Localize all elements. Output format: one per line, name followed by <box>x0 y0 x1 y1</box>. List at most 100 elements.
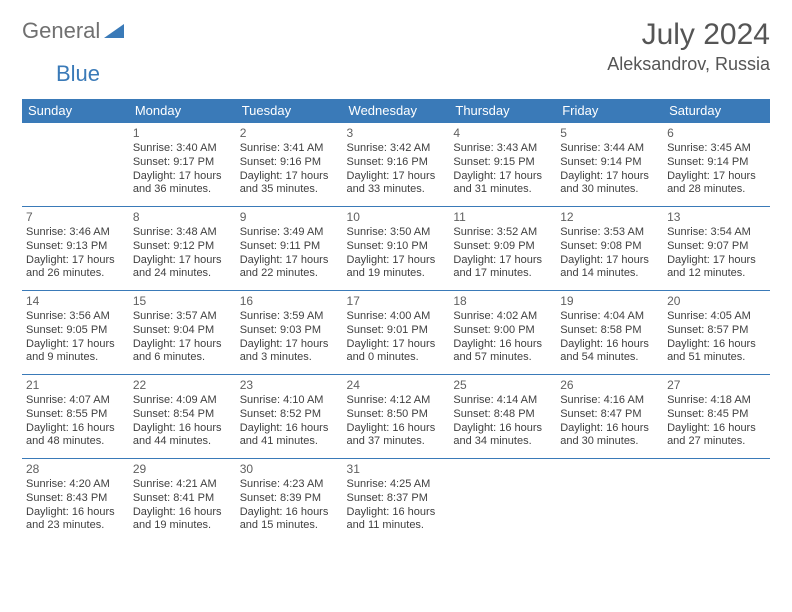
sunrise-line: Sunrise: 3:52 AM <box>453 226 552 240</box>
daylight-line: Daylight: 17 hours and 17 minutes. <box>453 254 552 282</box>
month-title: July 2024 <box>607 18 770 52</box>
calendar-cell: 27Sunrise: 4:18 AMSunset: 8:45 PMDayligh… <box>663 375 770 459</box>
sunset-line: Sunset: 8:57 PM <box>667 324 766 338</box>
calendar-cell: 13Sunrise: 3:54 AMSunset: 9:07 PMDayligh… <box>663 207 770 291</box>
calendar-cell: 30Sunrise: 4:23 AMSunset: 8:39 PMDayligh… <box>236 459 343 543</box>
daylight-line: Daylight: 17 hours and 28 minutes. <box>667 170 766 198</box>
sunrise-line: Sunrise: 3:56 AM <box>26 310 125 324</box>
sunrise-line: Sunrise: 3:46 AM <box>26 226 125 240</box>
logo: General <box>22 18 126 44</box>
daylight-line: Daylight: 16 hours and 23 minutes. <box>26 506 125 534</box>
sunrise-line: Sunrise: 3:40 AM <box>133 142 232 156</box>
day-number: 1 <box>133 126 232 141</box>
sunrise-line: Sunrise: 4:25 AM <box>347 478 446 492</box>
calendar-cell: 31Sunrise: 4:25 AMSunset: 8:37 PMDayligh… <box>343 459 450 543</box>
calendar-cell: 3Sunrise: 3:42 AMSunset: 9:16 PMDaylight… <box>343 123 450 207</box>
sunrise-line: Sunrise: 4:16 AM <box>560 394 659 408</box>
sunset-line: Sunset: 9:13 PM <box>26 240 125 254</box>
sunset-line: Sunset: 8:50 PM <box>347 408 446 422</box>
calendar-cell: 16Sunrise: 3:59 AMSunset: 9:03 PMDayligh… <box>236 291 343 375</box>
daylight-line: Daylight: 16 hours and 41 minutes. <box>240 422 339 450</box>
calendar-cell <box>22 123 129 207</box>
sunset-line: Sunset: 9:10 PM <box>347 240 446 254</box>
calendar-cell: 12Sunrise: 3:53 AMSunset: 9:08 PMDayligh… <box>556 207 663 291</box>
daylight-line: Daylight: 17 hours and 35 minutes. <box>240 170 339 198</box>
sunrise-line: Sunrise: 4:10 AM <box>240 394 339 408</box>
sunrise-line: Sunrise: 4:04 AM <box>560 310 659 324</box>
day-number: 27 <box>667 378 766 393</box>
sunset-line: Sunset: 9:09 PM <box>453 240 552 254</box>
day-number: 15 <box>133 294 232 309</box>
sunrise-line: Sunrise: 3:42 AM <box>347 142 446 156</box>
calendar-row: 21Sunrise: 4:07 AMSunset: 8:55 PMDayligh… <box>22 375 770 459</box>
calendar-cell: 29Sunrise: 4:21 AMSunset: 8:41 PMDayligh… <box>129 459 236 543</box>
sunset-line: Sunset: 9:14 PM <box>667 156 766 170</box>
day-number: 14 <box>26 294 125 309</box>
sunset-line: Sunset: 8:48 PM <box>453 408 552 422</box>
daylight-line: Daylight: 17 hours and 33 minutes. <box>347 170 446 198</box>
sunrise-line: Sunrise: 4:05 AM <box>667 310 766 324</box>
day-number: 19 <box>560 294 659 309</box>
daylight-line: Daylight: 16 hours and 51 minutes. <box>667 338 766 366</box>
sunrise-line: Sunrise: 4:20 AM <box>26 478 125 492</box>
sunset-line: Sunset: 9:11 PM <box>240 240 339 254</box>
day-number: 31 <box>347 462 446 477</box>
col-monday: Monday <box>129 99 236 123</box>
day-number: 24 <box>347 378 446 393</box>
calendar-cell: 1Sunrise: 3:40 AMSunset: 9:17 PMDaylight… <box>129 123 236 207</box>
day-number: 28 <box>26 462 125 477</box>
calendar-cell <box>556 459 663 543</box>
daylight-line: Daylight: 17 hours and 24 minutes. <box>133 254 232 282</box>
day-number: 5 <box>560 126 659 141</box>
daylight-line: Daylight: 16 hours and 19 minutes. <box>133 506 232 534</box>
sunset-line: Sunset: 8:54 PM <box>133 408 232 422</box>
sunset-line: Sunset: 8:43 PM <box>26 492 125 506</box>
sunset-line: Sunset: 9:04 PM <box>133 324 232 338</box>
day-number: 22 <box>133 378 232 393</box>
day-number: 17 <box>347 294 446 309</box>
logo-word1: General <box>22 18 100 44</box>
calendar-cell: 4Sunrise: 3:43 AMSunset: 9:15 PMDaylight… <box>449 123 556 207</box>
calendar-cell: 26Sunrise: 4:16 AMSunset: 8:47 PMDayligh… <box>556 375 663 459</box>
calendar-cell: 23Sunrise: 4:10 AMSunset: 8:52 PMDayligh… <box>236 375 343 459</box>
day-number: 3 <box>347 126 446 141</box>
calendar-cell: 17Sunrise: 4:00 AMSunset: 9:01 PMDayligh… <box>343 291 450 375</box>
calendar-cell: 22Sunrise: 4:09 AMSunset: 8:54 PMDayligh… <box>129 375 236 459</box>
calendar-cell: 9Sunrise: 3:49 AMSunset: 9:11 PMDaylight… <box>236 207 343 291</box>
sunrise-line: Sunrise: 3:41 AM <box>240 142 339 156</box>
calendar-cell: 28Sunrise: 4:20 AMSunset: 8:43 PMDayligh… <box>22 459 129 543</box>
calendar-cell: 8Sunrise: 3:48 AMSunset: 9:12 PMDaylight… <box>129 207 236 291</box>
calendar-row: 1Sunrise: 3:40 AMSunset: 9:17 PMDaylight… <box>22 123 770 207</box>
daylight-line: Daylight: 17 hours and 22 minutes. <box>240 254 339 282</box>
col-sunday: Sunday <box>22 99 129 123</box>
sunrise-line: Sunrise: 4:21 AM <box>133 478 232 492</box>
calendar-row: 28Sunrise: 4:20 AMSunset: 8:43 PMDayligh… <box>22 459 770 543</box>
daylight-line: Daylight: 16 hours and 44 minutes. <box>133 422 232 450</box>
daylight-line: Daylight: 17 hours and 19 minutes. <box>347 254 446 282</box>
sunset-line: Sunset: 9:12 PM <box>133 240 232 254</box>
daylight-line: Daylight: 17 hours and 30 minutes. <box>560 170 659 198</box>
daylight-line: Daylight: 17 hours and 9 minutes. <box>26 338 125 366</box>
day-number: 29 <box>133 462 232 477</box>
sunrise-line: Sunrise: 3:54 AM <box>667 226 766 240</box>
sunrise-line: Sunrise: 3:44 AM <box>560 142 659 156</box>
daylight-line: Daylight: 16 hours and 54 minutes. <box>560 338 659 366</box>
logo-word2: Blue <box>56 61 100 86</box>
sunrise-line: Sunrise: 3:48 AM <box>133 226 232 240</box>
sunrise-line: Sunrise: 4:23 AM <box>240 478 339 492</box>
calendar-cell: 20Sunrise: 4:05 AMSunset: 8:57 PMDayligh… <box>663 291 770 375</box>
calendar-cell: 15Sunrise: 3:57 AMSunset: 9:04 PMDayligh… <box>129 291 236 375</box>
sunset-line: Sunset: 8:37 PM <box>347 492 446 506</box>
calendar-cell: 6Sunrise: 3:45 AMSunset: 9:14 PMDaylight… <box>663 123 770 207</box>
calendar-cell <box>663 459 770 543</box>
day-number: 23 <box>240 378 339 393</box>
sunrise-line: Sunrise: 4:00 AM <box>347 310 446 324</box>
sunrise-line: Sunrise: 4:18 AM <box>667 394 766 408</box>
sunrise-line: Sunrise: 3:50 AM <box>347 226 446 240</box>
sunset-line: Sunset: 8:47 PM <box>560 408 659 422</box>
daylight-line: Daylight: 16 hours and 48 minutes. <box>26 422 125 450</box>
sunrise-line: Sunrise: 3:49 AM <box>240 226 339 240</box>
daylight-line: Daylight: 17 hours and 0 minutes. <box>347 338 446 366</box>
sunset-line: Sunset: 8:52 PM <box>240 408 339 422</box>
col-thursday: Thursday <box>449 99 556 123</box>
